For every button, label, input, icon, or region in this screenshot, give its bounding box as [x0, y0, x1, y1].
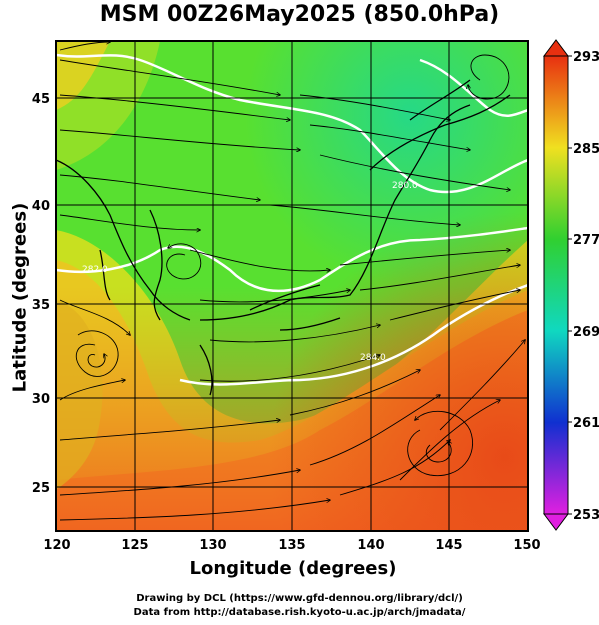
contour-label-group: 280.0 282.0 284.0 — [82, 181, 418, 363]
y-tick-label: 40 — [32, 199, 50, 214]
y-tick-label: 25 — [32, 481, 50, 496]
y-tick-label: 45 — [32, 92, 50, 107]
coastlines — [56, 79, 511, 396]
colorbar-bottom-arrow — [543, 513, 569, 531]
x-tick-labels: 120 125 130 135 140 145 150 — [43, 538, 540, 553]
x-tick-label: 150 — [513, 538, 540, 553]
x-axis-label: Longitude (degrees) — [189, 558, 397, 579]
contour-label: 280.0 — [392, 181, 418, 191]
plot-frame — [55, 40, 529, 532]
y-tick-label: 35 — [32, 298, 50, 313]
colorbar-gradient — [543, 55, 569, 515]
x-tick-label: 120 — [43, 538, 70, 553]
map-title: MSM 00Z26May2025 (850.0hPa) — [99, 2, 500, 27]
x-tick-label: 145 — [435, 538, 462, 553]
colorbar-label: 261 — [573, 416, 599, 431]
colorbar-label: 253 — [573, 508, 599, 523]
wind-streamlines — [59, 42, 525, 521]
isotherm-contours — [56, 53, 528, 386]
credit-drawing: Drawing by DCL (https://www.gfd-dennou.o… — [136, 593, 463, 604]
colorbar-top-arrow — [543, 39, 569, 57]
x-tick-label: 125 — [121, 538, 148, 553]
contour-label: 284.0 — [360, 353, 386, 363]
y-axis-label: Latitude (degrees) — [9, 202, 31, 393]
colorbar-label: 293 — [573, 50, 599, 65]
x-tick-label: 135 — [278, 538, 305, 553]
colorbar: 293 285 277 269 261 253 — [543, 39, 599, 531]
grid-lines — [56, 41, 528, 531]
contour-label: 282.0 — [82, 265, 108, 275]
colorbar-label: 269 — [573, 325, 599, 340]
colorbar-label: 285 — [573, 142, 599, 157]
y-tick-label: 30 — [32, 392, 50, 407]
x-tick-label: 140 — [357, 538, 384, 553]
credit-data: Data from http://database.rish.kyoto-u.a… — [133, 607, 466, 618]
y-tick-labels: 25 30 35 40 45 — [32, 92, 50, 496]
colorbar-label: 277 — [573, 233, 599, 248]
x-tick-label: 130 — [199, 538, 226, 553]
